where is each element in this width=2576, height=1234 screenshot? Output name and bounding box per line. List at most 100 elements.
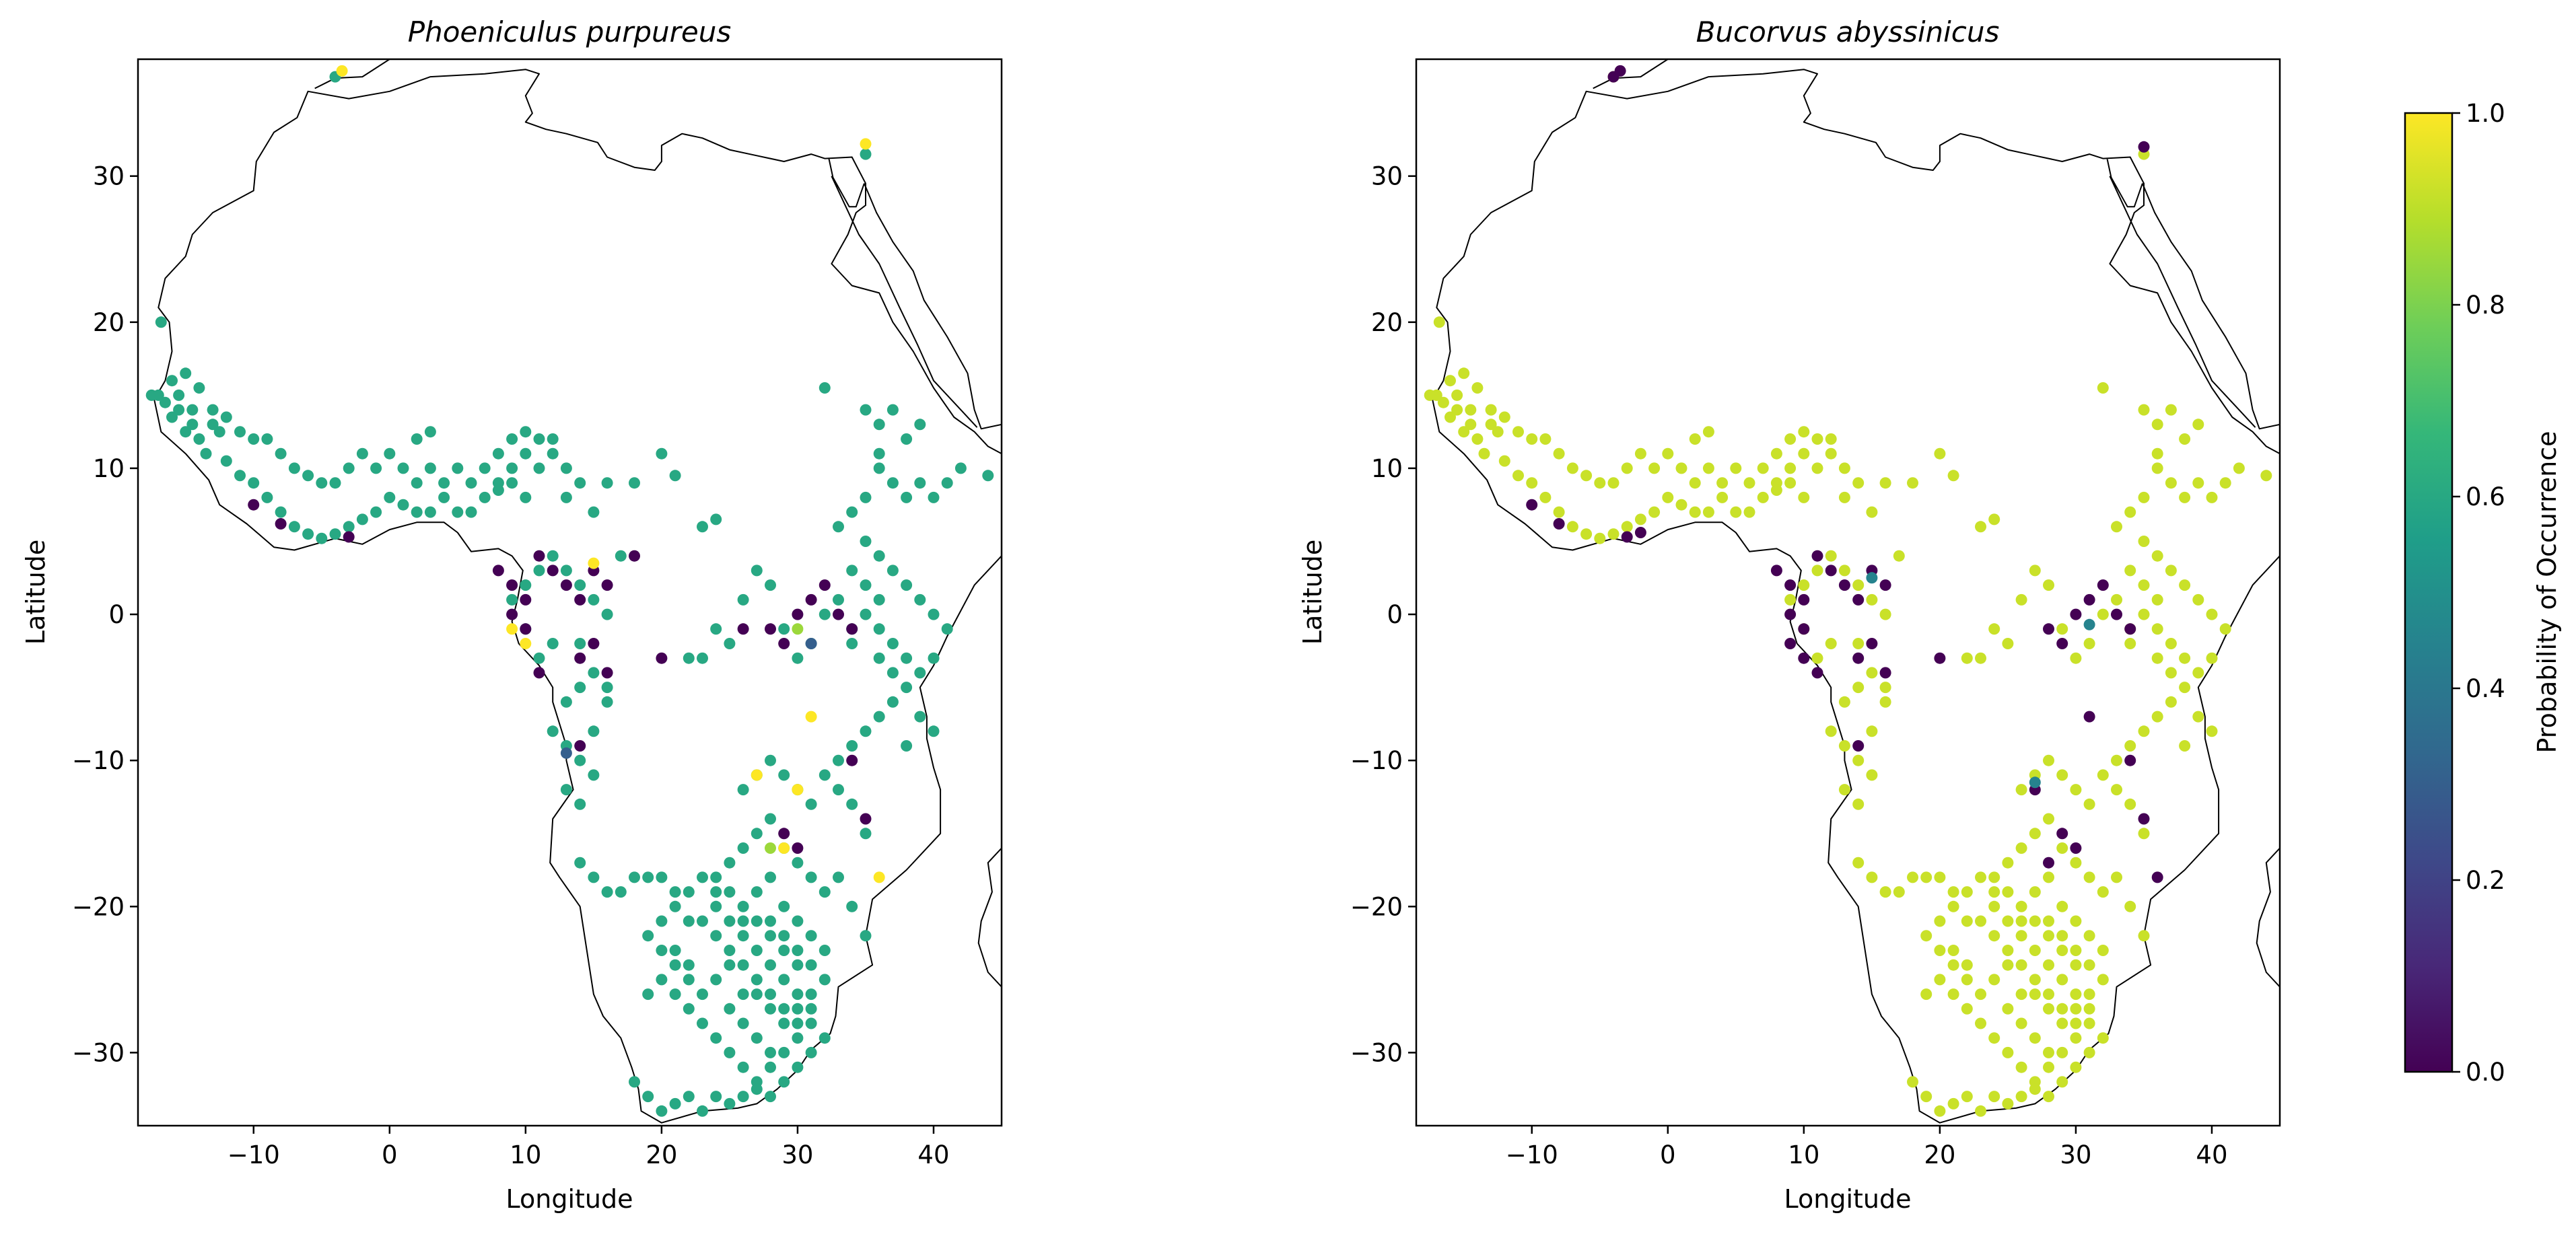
occurrence-point xyxy=(2015,900,2027,912)
occurrence-point xyxy=(397,462,409,474)
occurrence-point xyxy=(180,367,192,379)
occurrence-point xyxy=(2083,1017,2095,1029)
occurrence-point xyxy=(629,477,640,489)
occurrence-point xyxy=(886,477,899,489)
occurrence-point xyxy=(1920,988,1933,1001)
occurrence-point xyxy=(173,389,185,401)
occurrence-point xyxy=(833,784,844,796)
occurrence-point xyxy=(697,871,708,883)
occurrence-point xyxy=(601,886,613,898)
occurrence-point xyxy=(737,842,749,854)
occurrence-point xyxy=(1934,974,1946,986)
occurrence-point xyxy=(547,725,559,737)
occurrence-point xyxy=(506,477,518,489)
occurrence-point xyxy=(751,974,763,986)
occurrence-point xyxy=(1947,470,1959,482)
occurrence-point xyxy=(2002,945,2014,956)
occurrence-point xyxy=(533,433,545,445)
occurrence-point xyxy=(778,828,790,840)
occurrence-point xyxy=(547,638,559,649)
occurrence-point xyxy=(683,959,695,971)
occurrence-point xyxy=(737,900,749,912)
occurrence-point xyxy=(2002,1097,2014,1110)
occurrence-point xyxy=(1920,871,1933,883)
occurrence-point xyxy=(765,1061,776,1073)
occurrence-point xyxy=(724,886,736,898)
occurrence-point xyxy=(2138,579,2150,591)
occurrence-point xyxy=(860,404,872,416)
occurrence-point xyxy=(2124,623,2136,635)
occurrence-point xyxy=(669,470,681,482)
occurrence-point xyxy=(1798,593,1810,606)
occurrence-point xyxy=(2083,871,2095,883)
occurrence-point xyxy=(452,506,464,518)
occurrence-point xyxy=(2056,1003,2068,1015)
occurrence-point xyxy=(683,1003,695,1015)
occurrence-point xyxy=(778,1046,790,1058)
occurrence-point xyxy=(751,769,763,781)
occurrence-point xyxy=(1512,470,1524,482)
occurrence-point xyxy=(805,1017,817,1029)
occurrence-point xyxy=(765,988,776,1001)
occurrence-point xyxy=(2070,842,2082,854)
occurrence-point xyxy=(1621,521,1633,533)
occurrence-point xyxy=(213,426,225,438)
occurrence-point xyxy=(1621,462,1633,474)
occurrence-point xyxy=(778,900,790,912)
occurrence-point xyxy=(737,988,749,1001)
occurrence-point xyxy=(2083,930,2095,942)
occurrence-point xyxy=(724,857,736,869)
occurrence-point xyxy=(2138,404,2150,416)
occurrence-point xyxy=(159,396,171,408)
occurrence-point xyxy=(560,579,572,591)
occurrence-point xyxy=(533,462,545,474)
occurrence-point xyxy=(792,608,804,620)
occurrence-point xyxy=(186,419,199,431)
occurrence-point xyxy=(1607,528,1620,540)
occurrence-point xyxy=(1743,477,1755,489)
occurrence-point xyxy=(656,974,668,986)
occurrence-point xyxy=(901,579,913,591)
occurrence-point xyxy=(533,550,545,562)
occurrence-point xyxy=(574,740,586,752)
occurrence-point xyxy=(193,433,205,445)
occurrence-point xyxy=(1907,871,1918,883)
occurrence-point xyxy=(1879,579,1891,591)
occurrence-point xyxy=(2151,593,2163,606)
occurrence-point xyxy=(819,608,831,620)
occurrence-point xyxy=(954,462,967,474)
occurrence-point xyxy=(1934,1105,1946,1117)
y-tick-label: 10 xyxy=(1371,454,1403,483)
occurrence-point xyxy=(886,667,899,679)
left-map-title: Phoeniculus purpureus xyxy=(408,15,731,48)
occurrence-point xyxy=(1539,433,1552,445)
occurrence-point xyxy=(2151,550,2163,562)
occurrence-point xyxy=(2206,491,2218,503)
occurrence-point xyxy=(2083,618,2095,630)
occurrence-point xyxy=(1784,638,1797,649)
occurrence-point xyxy=(792,945,804,956)
occurrence-point xyxy=(2002,857,2014,869)
x-tick-label: 40 xyxy=(2196,1140,2227,1169)
occurrence-point xyxy=(901,682,913,694)
occurrence-point xyxy=(2043,1046,2054,1058)
occurrence-point xyxy=(982,470,994,482)
occurrence-point xyxy=(873,419,885,431)
occurrence-point xyxy=(928,652,940,664)
occurrence-point xyxy=(710,1032,722,1044)
occurrence-point xyxy=(2056,828,2068,840)
occurrence-point xyxy=(520,447,532,460)
occurrence-point xyxy=(370,506,382,518)
occurrence-point xyxy=(601,477,613,489)
left-map-x-label: Longitude xyxy=(506,1184,633,1214)
occurrence-point xyxy=(2083,593,2095,606)
occurrence-point xyxy=(2070,915,2082,927)
occurrence-point xyxy=(1437,396,1449,408)
occurrence-point xyxy=(601,608,613,620)
occurrence-point xyxy=(1770,565,1782,577)
occurrence-point xyxy=(2070,988,2082,1001)
occurrence-point xyxy=(520,623,532,635)
occurrence-point xyxy=(560,784,572,796)
occurrence-point xyxy=(860,579,872,591)
occurrence-point xyxy=(601,667,613,679)
